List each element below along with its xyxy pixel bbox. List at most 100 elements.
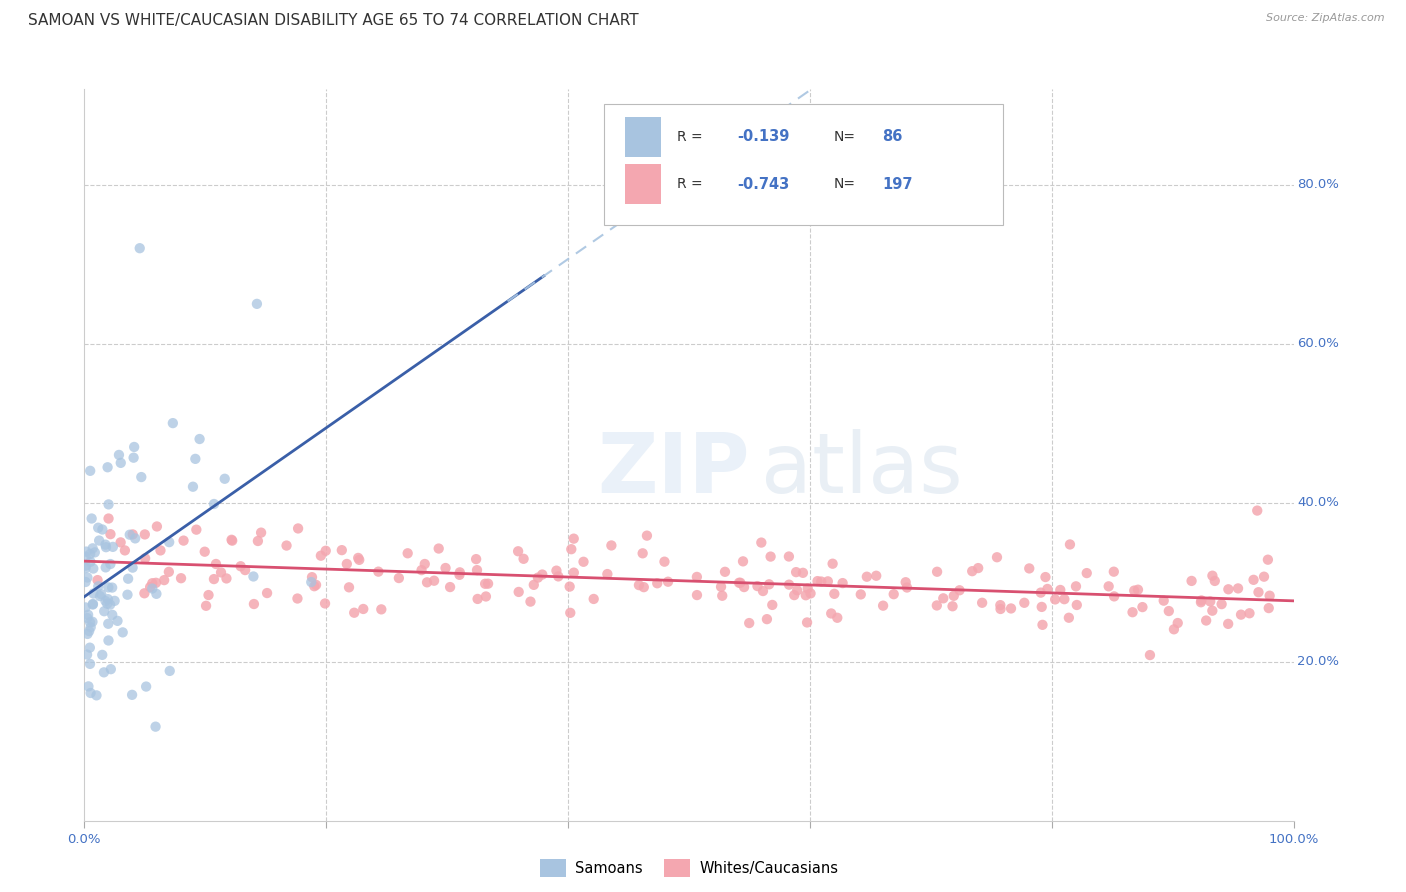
Point	[159, 664, 181, 678]
Point	[792, 566, 814, 580]
Point	[134, 527, 156, 541]
Point	[416, 575, 439, 590]
Point	[93, 604, 115, 618]
Point	[214, 472, 236, 486]
Point	[1204, 574, 1226, 588]
Point	[508, 585, 530, 599]
Point	[1257, 552, 1279, 566]
Point	[758, 577, 780, 591]
Point	[434, 561, 457, 575]
Text: SAMOAN VS WHITE/CAUCASIAN DISABILITY AGE 65 TO 74 CORRELATION CHART: SAMOAN VS WHITE/CAUCASIAN DISABILITY AGE…	[28, 13, 638, 29]
Point	[508, 544, 530, 558]
Point	[1122, 605, 1144, 619]
Point	[233, 563, 256, 577]
Point	[221, 533, 243, 548]
Point	[75, 561, 97, 575]
Point	[1201, 568, 1223, 582]
Point	[79, 547, 101, 561]
Point	[96, 597, 118, 611]
Point	[388, 571, 411, 585]
Point	[810, 574, 832, 589]
Point	[242, 569, 264, 583]
Point	[1239, 607, 1261, 621]
Point	[827, 611, 849, 625]
Text: Source: ZipAtlas.com: Source: ZipAtlas.com	[1267, 13, 1385, 23]
Point	[1153, 593, 1175, 607]
Point	[250, 525, 273, 540]
Point	[883, 587, 905, 601]
FancyBboxPatch shape	[624, 117, 661, 157]
Point	[531, 567, 554, 582]
Point	[527, 571, 550, 585]
Point	[97, 633, 120, 648]
Point	[1123, 583, 1146, 598]
Point	[202, 572, 225, 586]
Point	[562, 532, 585, 546]
Point	[110, 456, 132, 470]
Point	[475, 590, 498, 604]
Point	[796, 615, 818, 630]
Point	[1218, 616, 1240, 631]
Point	[153, 573, 176, 587]
Point	[806, 574, 828, 588]
Point	[299, 575, 322, 590]
Point	[367, 565, 389, 579]
Point	[785, 565, 807, 579]
Point	[972, 596, 994, 610]
Point	[134, 551, 156, 566]
Point	[100, 557, 122, 571]
Point	[149, 543, 172, 558]
Point	[184, 451, 207, 466]
Point	[572, 555, 595, 569]
Point	[1218, 582, 1240, 597]
Text: R =: R =	[676, 178, 707, 191]
Point	[246, 297, 269, 311]
Point	[141, 582, 163, 596]
Point	[821, 557, 844, 571]
Point	[1189, 595, 1212, 609]
Point	[83, 545, 105, 559]
Point	[209, 566, 232, 580]
Point	[747, 579, 769, 593]
Point	[948, 583, 970, 598]
Point	[1049, 582, 1071, 597]
Point	[118, 527, 141, 541]
Point	[97, 581, 120, 595]
Point	[141, 576, 163, 591]
Point	[1036, 582, 1059, 596]
Point	[117, 572, 139, 586]
Point	[104, 594, 127, 608]
Point	[558, 580, 581, 594]
Point	[80, 511, 103, 525]
Point	[370, 602, 392, 616]
Point	[686, 570, 709, 584]
Point	[1195, 614, 1218, 628]
Point	[786, 583, 808, 598]
Point	[287, 591, 309, 606]
FancyBboxPatch shape	[605, 103, 1004, 225]
Point	[75, 558, 97, 573]
Point	[80, 620, 103, 634]
Point	[108, 448, 131, 462]
Point	[97, 497, 120, 511]
Point	[79, 615, 101, 630]
Point	[1139, 648, 1161, 662]
Point	[86, 689, 108, 703]
Point	[413, 557, 436, 571]
Point	[427, 541, 450, 556]
Point	[145, 587, 167, 601]
Point	[117, 588, 139, 602]
Point	[546, 564, 568, 578]
Point	[560, 542, 582, 557]
Point	[304, 579, 326, 593]
Point	[221, 533, 243, 547]
Point	[942, 589, 965, 603]
Point	[654, 555, 676, 569]
Point	[714, 565, 737, 579]
Point	[1201, 604, 1223, 618]
Point	[188, 432, 211, 446]
Point	[349, 553, 371, 567]
Text: 197: 197	[883, 177, 912, 192]
Point	[336, 557, 359, 571]
Point	[87, 579, 110, 593]
